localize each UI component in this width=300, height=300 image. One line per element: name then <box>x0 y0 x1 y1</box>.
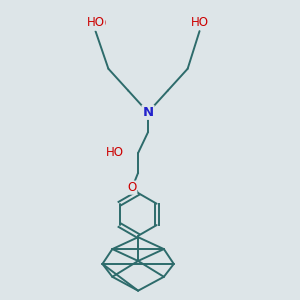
Text: O: O <box>97 17 106 30</box>
Text: N: N <box>142 106 154 119</box>
Text: HO: HO <box>190 16 208 29</box>
Text: HO: HO <box>86 16 104 29</box>
Text: H: H <box>88 17 97 30</box>
Text: HO: HO <box>106 146 124 160</box>
Text: O: O <box>128 181 137 194</box>
